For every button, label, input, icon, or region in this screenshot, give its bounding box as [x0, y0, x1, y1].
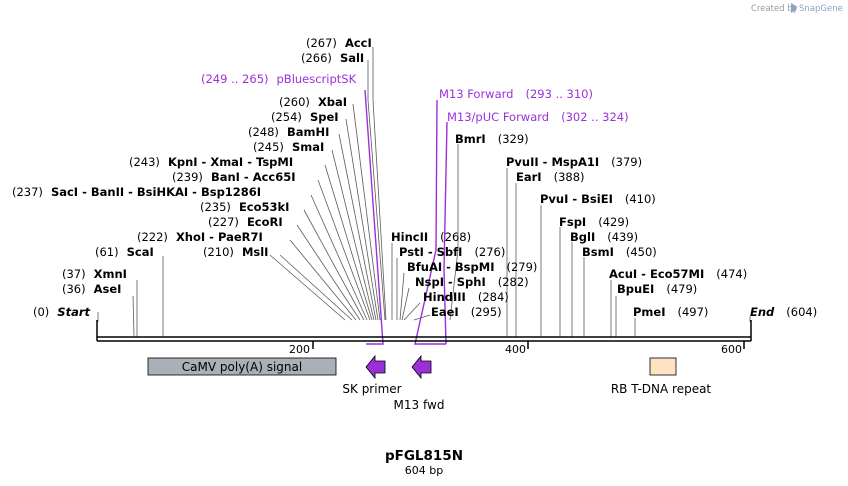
- site-label[interactable]: (36) AseI: [62, 282, 121, 296]
- feature-sk-primer-arrow-icon[interactable]: [365, 354, 386, 380]
- site-label[interactable]: (260) XbaI: [279, 95, 347, 109]
- site-label[interactable]: (267) AccI: [306, 36, 372, 50]
- feature-rb-tdna-repeat[interactable]: [649, 357, 677, 376]
- snapgene-logo-icon: [791, 3, 796, 13]
- site-label[interactable]: BglI (439): [570, 230, 638, 244]
- feature-rb-tdna-repeat-label: RB T-DNA repeat: [611, 382, 712, 396]
- site-labels-left: (267) AccI (266) SalI (249 .. 265) pBluescr…: [12, 36, 372, 319]
- primer-site-label[interactable]: M13/pUC Forward (302 .. 324): [447, 110, 629, 124]
- feature-sk-primer-label: SK primer: [342, 382, 401, 396]
- primer-site-leaders: [364, 89, 448, 345]
- site-label[interactable]: EaeI (295): [431, 305, 502, 319]
- plasmid-length: 604 bp: [405, 464, 443, 477]
- site-label[interactable]: EarI (388): [516, 170, 585, 184]
- site-label[interactable]: (266) SalI: [301, 51, 364, 65]
- site-label-end[interactable]: End (604): [750, 305, 817, 319]
- feature-camv-polya[interactable]: CaMV poly(A) signal: [147, 357, 337, 376]
- site-label[interactable]: (227) EcoRI: [208, 215, 283, 229]
- site-label[interactable]: PstI - SbfI (276): [399, 245, 505, 259]
- site-label[interactable]: (210) MslI: [203, 245, 268, 259]
- site-label[interactable]: BmrI (329): [455, 132, 529, 146]
- site-label[interactable]: FspI (429): [559, 215, 629, 229]
- site-label[interactable]: (37) XmnI: [62, 267, 127, 281]
- site-label[interactable]: HindIII (284): [423, 290, 509, 304]
- plasmid-name: pFGL815N: [385, 448, 463, 464]
- site-label[interactable]: BfuAI - BspMI (279): [407, 260, 537, 274]
- site-label[interactable]: (222) XhoI - PaeR7I: [137, 230, 263, 244]
- dna-backbone: [96, 320, 752, 342]
- credit-prefix: Created by: [751, 4, 798, 14]
- ruler-tick-400: 400: [505, 343, 526, 356]
- site-label[interactable]: (235) Eco53kI: [200, 200, 289, 214]
- site-label[interactable]: BsmI (450): [582, 245, 657, 259]
- site-label[interactable]: (237) SacI - BanII - BsiHKAI - Bsp1286I: [12, 185, 261, 199]
- feature-m13-fwd-label: M13 fwd: [394, 398, 445, 412]
- site-label[interactable]: (254) SpeI: [271, 110, 339, 124]
- credit-brand: SnapGene: [799, 4, 843, 14]
- site-label[interactable]: PvuII - MspA1I (379): [506, 155, 642, 169]
- site-label[interactable]: PmeI (497): [633, 305, 708, 319]
- ruler: 200 400 600: [289, 341, 745, 356]
- site-label[interactable]: (248) BamHI: [248, 125, 329, 139]
- site-label[interactable]: (61) ScaI: [95, 245, 154, 259]
- ruler-tick-600: 600: [721, 343, 742, 356]
- feature-camv-polya-label: CaMV poly(A) signal: [182, 360, 302, 374]
- feature-m13-fwd-arrow-icon[interactable]: [411, 354, 432, 380]
- primer-site-label[interactable]: M13 Forward (293 .. 310): [439, 87, 593, 101]
- site-label[interactable]: (243) KpnI - XmaI - TspMI: [129, 155, 293, 169]
- site-label[interactable]: AcuI - Eco57MI (474): [609, 267, 747, 281]
- site-label-start[interactable]: (0) Start: [33, 305, 91, 319]
- site-label[interactable]: NspI - SphI (282): [415, 275, 529, 289]
- site-label[interactable]: PvuI - BsiEI (410): [540, 192, 656, 206]
- site-labels-center: HincII (268) PstI - SbfI (276) BfuAI - Bsp…: [391, 230, 537, 319]
- ruler-tick-200: 200: [289, 343, 310, 356]
- site-label[interactable]: BpuEI (479): [617, 282, 697, 296]
- site-labels-right: M13 Forward (293 .. 310) M13/pUC Forward(…: [439, 87, 817, 319]
- leader-lines: [97, 47, 751, 338]
- site-label[interactable]: (239) BanI - Acc65I: [172, 170, 296, 184]
- site-label[interactable]: (245) SmaI: [253, 140, 324, 154]
- site-label[interactable]: HincII (268): [391, 230, 471, 244]
- primer-site-label[interactable]: (249 .. 265) pBluescriptSK: [201, 72, 357, 86]
- snapgene-credit[interactable]: Created by SnapGene: [751, 3, 843, 14]
